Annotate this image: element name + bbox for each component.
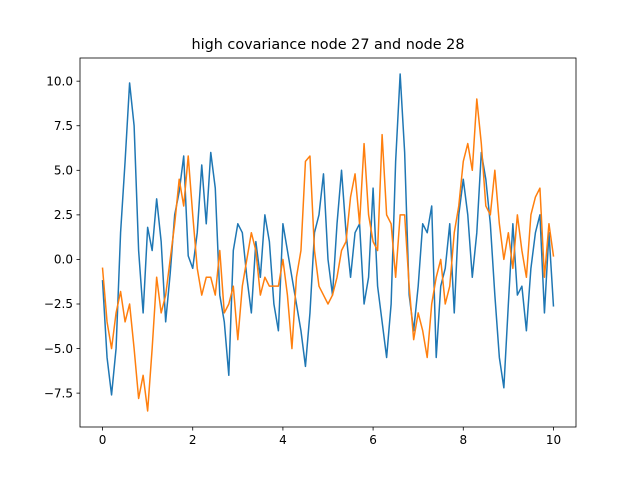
y-tick-label: 0.0: [54, 253, 73, 267]
y-tick-label: −2.5: [44, 297, 73, 311]
y-tick-label: −5.0: [44, 342, 73, 356]
x-tick-label: 8: [459, 433, 467, 447]
y-axis: −7.5 −5.0 −2.5 0.0 2.5 5.0 7.5 10.0: [44, 74, 80, 400]
series-line-2: [101, 98, 555, 412]
x-tick-label: 10: [546, 433, 561, 447]
chart-title: high covariance node 27 and node 28: [191, 37, 464, 53]
x-tick-label: 0: [99, 433, 107, 447]
y-tick-label: −7.5: [44, 386, 73, 400]
x-axis: 0 2 4 6 8 10: [99, 427, 561, 447]
y-tick-label: 7.5: [54, 119, 73, 133]
x-tick-label: 2: [189, 433, 197, 447]
series-layer: [101, 73, 555, 412]
x-tick-label: 6: [369, 433, 377, 447]
plot-frame: [79, 57, 577, 428]
y-tick-label: 2.5: [54, 208, 73, 222]
y-tick-label: 5.0: [54, 164, 73, 178]
axes-layer: [79, 57, 577, 428]
y-tick-label: 10.0: [46, 74, 73, 88]
x-tick-label: 4: [279, 433, 287, 447]
